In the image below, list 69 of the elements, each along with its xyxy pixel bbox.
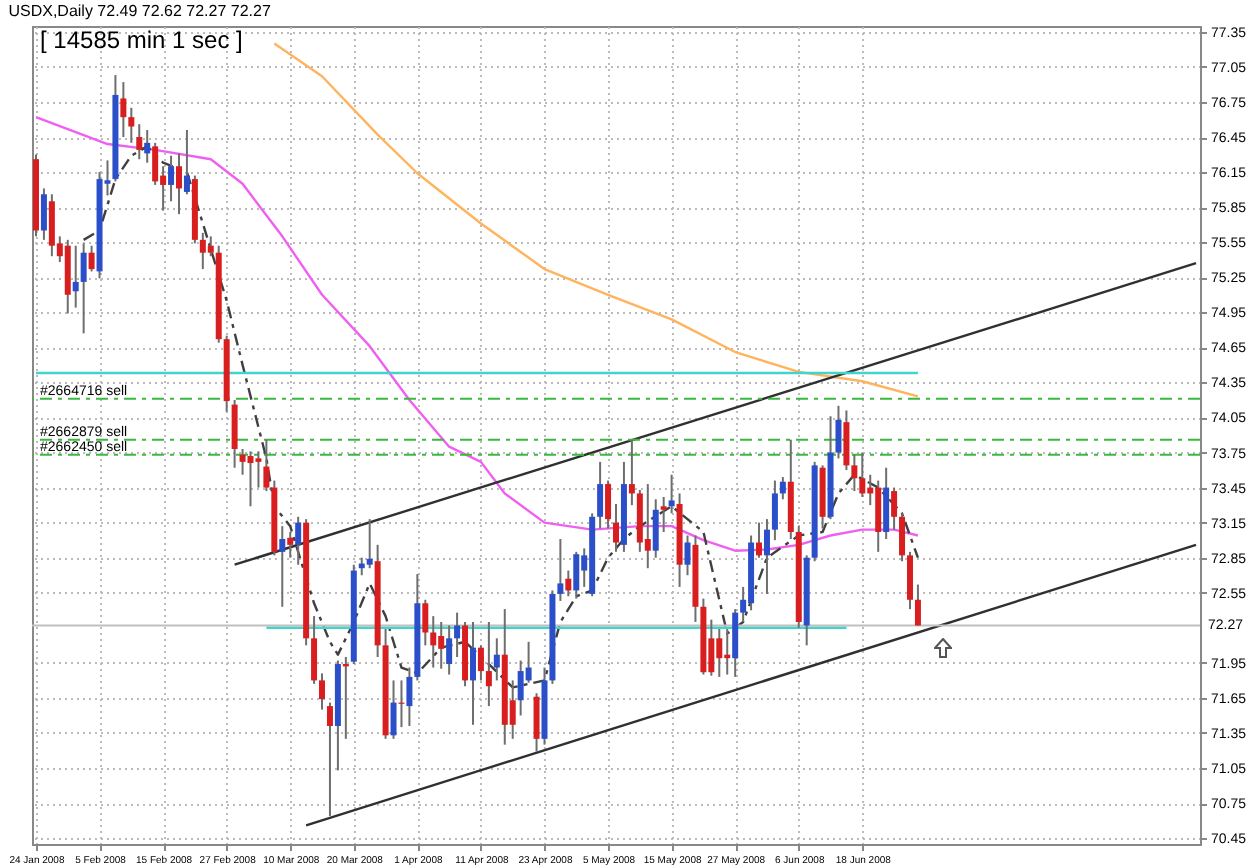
candlestick	[326, 701, 333, 817]
candlestick	[557, 538, 564, 602]
candlestick	[366, 518, 373, 570]
candlestick	[454, 611, 461, 659]
candlestick	[446, 624, 453, 676]
candlestick	[239, 448, 246, 476]
candlestick	[207, 235, 214, 258]
candlestick	[605, 479, 612, 530]
annotation: [ 14585 min 1 sec ]	[40, 26, 243, 54]
candlestick	[517, 659, 524, 717]
candlestick	[906, 550, 913, 611]
candlestick	[295, 515, 302, 566]
candlestick	[48, 193, 55, 258]
candlestick	[279, 525, 286, 608]
candlestick	[565, 569, 572, 598]
candlestick	[422, 598, 429, 647]
candlestick	[891, 486, 898, 531]
candlestick	[613, 502, 619, 553]
candlestick	[199, 231, 206, 271]
candlestick	[406, 666, 413, 727]
candlestick	[175, 152, 182, 216]
candlestick	[128, 106, 135, 144]
candlestick	[287, 530, 294, 559]
candlestick	[40, 187, 47, 241]
candlestick	[779, 476, 786, 501]
candlestick	[485, 620, 492, 708]
candlestick	[771, 479, 778, 542]
candlestick	[477, 644, 484, 682]
candlestick	[430, 615, 437, 669]
candlestick	[72, 244, 79, 309]
candlestick	[533, 692, 540, 753]
candlestick	[311, 615, 318, 685]
candlestick	[168, 154, 175, 203]
line-series	[273, 42, 920, 398]
candlestick	[628, 438, 635, 507]
candlestick	[716, 627, 723, 678]
candlestick	[851, 453, 858, 493]
candlestick	[883, 466, 890, 540]
candlestick	[899, 512, 906, 563]
candlestick	[255, 450, 262, 489]
candlestick	[231, 398, 238, 469]
candlestick	[247, 450, 254, 508]
candlestick	[644, 483, 651, 570]
candlestick	[875, 479, 882, 553]
candlestick	[80, 242, 87, 335]
candlestick	[390, 679, 397, 740]
candlestick	[763, 518, 770, 595]
candlestick	[438, 620, 445, 670]
candlestick	[493, 637, 500, 682]
candlestick	[756, 521, 763, 559]
candlestick	[88, 244, 95, 273]
candlestick	[573, 550, 580, 600]
candlestick	[263, 438, 270, 493]
candlestick	[183, 129, 190, 196]
candlestick	[136, 123, 143, 161]
candlestick	[319, 672, 326, 711]
candlestick	[469, 620, 476, 726]
candlestick	[120, 81, 127, 139]
candlestick	[843, 409, 850, 472]
chart-title: USDX,Daily 72.49 72.62 72.27 72.27	[8, 1, 272, 20]
candlestick	[152, 141, 159, 186]
candlestick	[597, 460, 604, 530]
candlestick	[914, 583, 921, 627]
candlestick	[660, 495, 667, 533]
candlestick	[668, 473, 675, 515]
candlestick	[652, 498, 659, 559]
candlestick	[859, 451, 866, 498]
candlestick	[732, 608, 739, 678]
candlestick	[144, 129, 151, 164]
